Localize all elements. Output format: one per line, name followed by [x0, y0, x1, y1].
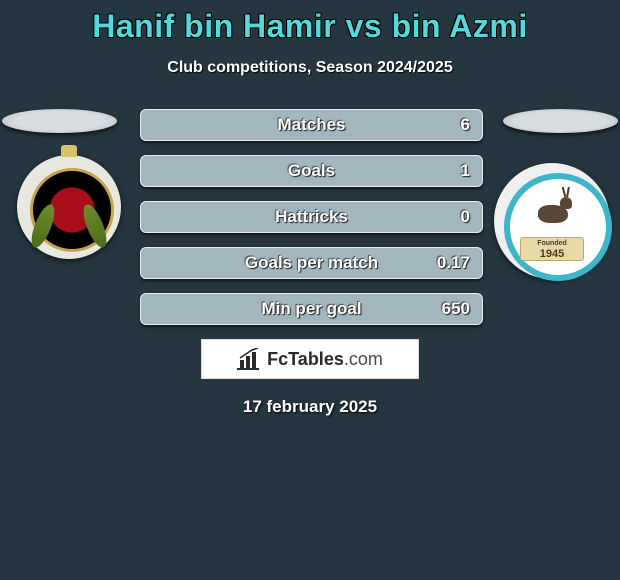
fctables-logo: FcTables.com — [201, 339, 419, 379]
founded-year: 1945 — [521, 248, 583, 261]
club-badge-right: Founded 1945 — [494, 163, 610, 279]
player-platform-left — [2, 109, 117, 133]
stat-label: Goals per match — [141, 248, 482, 278]
stat-bar-matches: Matches 6 — [140, 109, 483, 141]
bar-chart-icon — [237, 348, 263, 370]
logo-text: FcTables.com — [267, 349, 383, 370]
founded-label: Founded — [537, 240, 567, 247]
logo-brand: FcTables — [267, 349, 344, 369]
deer-icon — [530, 191, 576, 233]
comparison-area: Founded 1945 Matches 6 Goals 1 Hattricks… — [0, 109, 620, 417]
stat-label: Min per goal — [141, 294, 482, 324]
laurel-right-icon — [79, 202, 111, 251]
stat-bar-hattricks: Hattricks 0 — [140, 201, 483, 233]
infographic-date: 17 february 2025 — [0, 397, 620, 417]
stat-label: Goals — [141, 156, 482, 186]
club-badge-left — [17, 155, 121, 259]
player-platform-right — [503, 109, 618, 133]
logo-tld: .com — [344, 349, 383, 369]
stat-value: 650 — [442, 294, 470, 324]
stat-value: 0.17 — [437, 248, 470, 278]
stats-bars: Matches 6 Goals 1 Hattricks 0 Goals per … — [140, 109, 483, 325]
subtitle: Club competitions, Season 2024/2025 — [0, 59, 620, 77]
stat-bar-goals-per-match: Goals per match 0.17 — [140, 247, 483, 279]
stat-label: Matches — [141, 110, 482, 140]
stat-value: 1 — [461, 156, 470, 186]
laurel-left-icon — [27, 202, 59, 251]
page-title: Hanif bin Hamir vs bin Azmi — [0, 0, 620, 45]
stat-bar-min-per-goal: Min per goal 650 — [140, 293, 483, 325]
founded-banner: Founded 1945 — [520, 237, 584, 261]
stat-value: 6 — [461, 110, 470, 140]
stat-bar-goals: Goals 1 — [140, 155, 483, 187]
stat-value: 0 — [461, 202, 470, 232]
stat-label: Hattricks — [141, 202, 482, 232]
